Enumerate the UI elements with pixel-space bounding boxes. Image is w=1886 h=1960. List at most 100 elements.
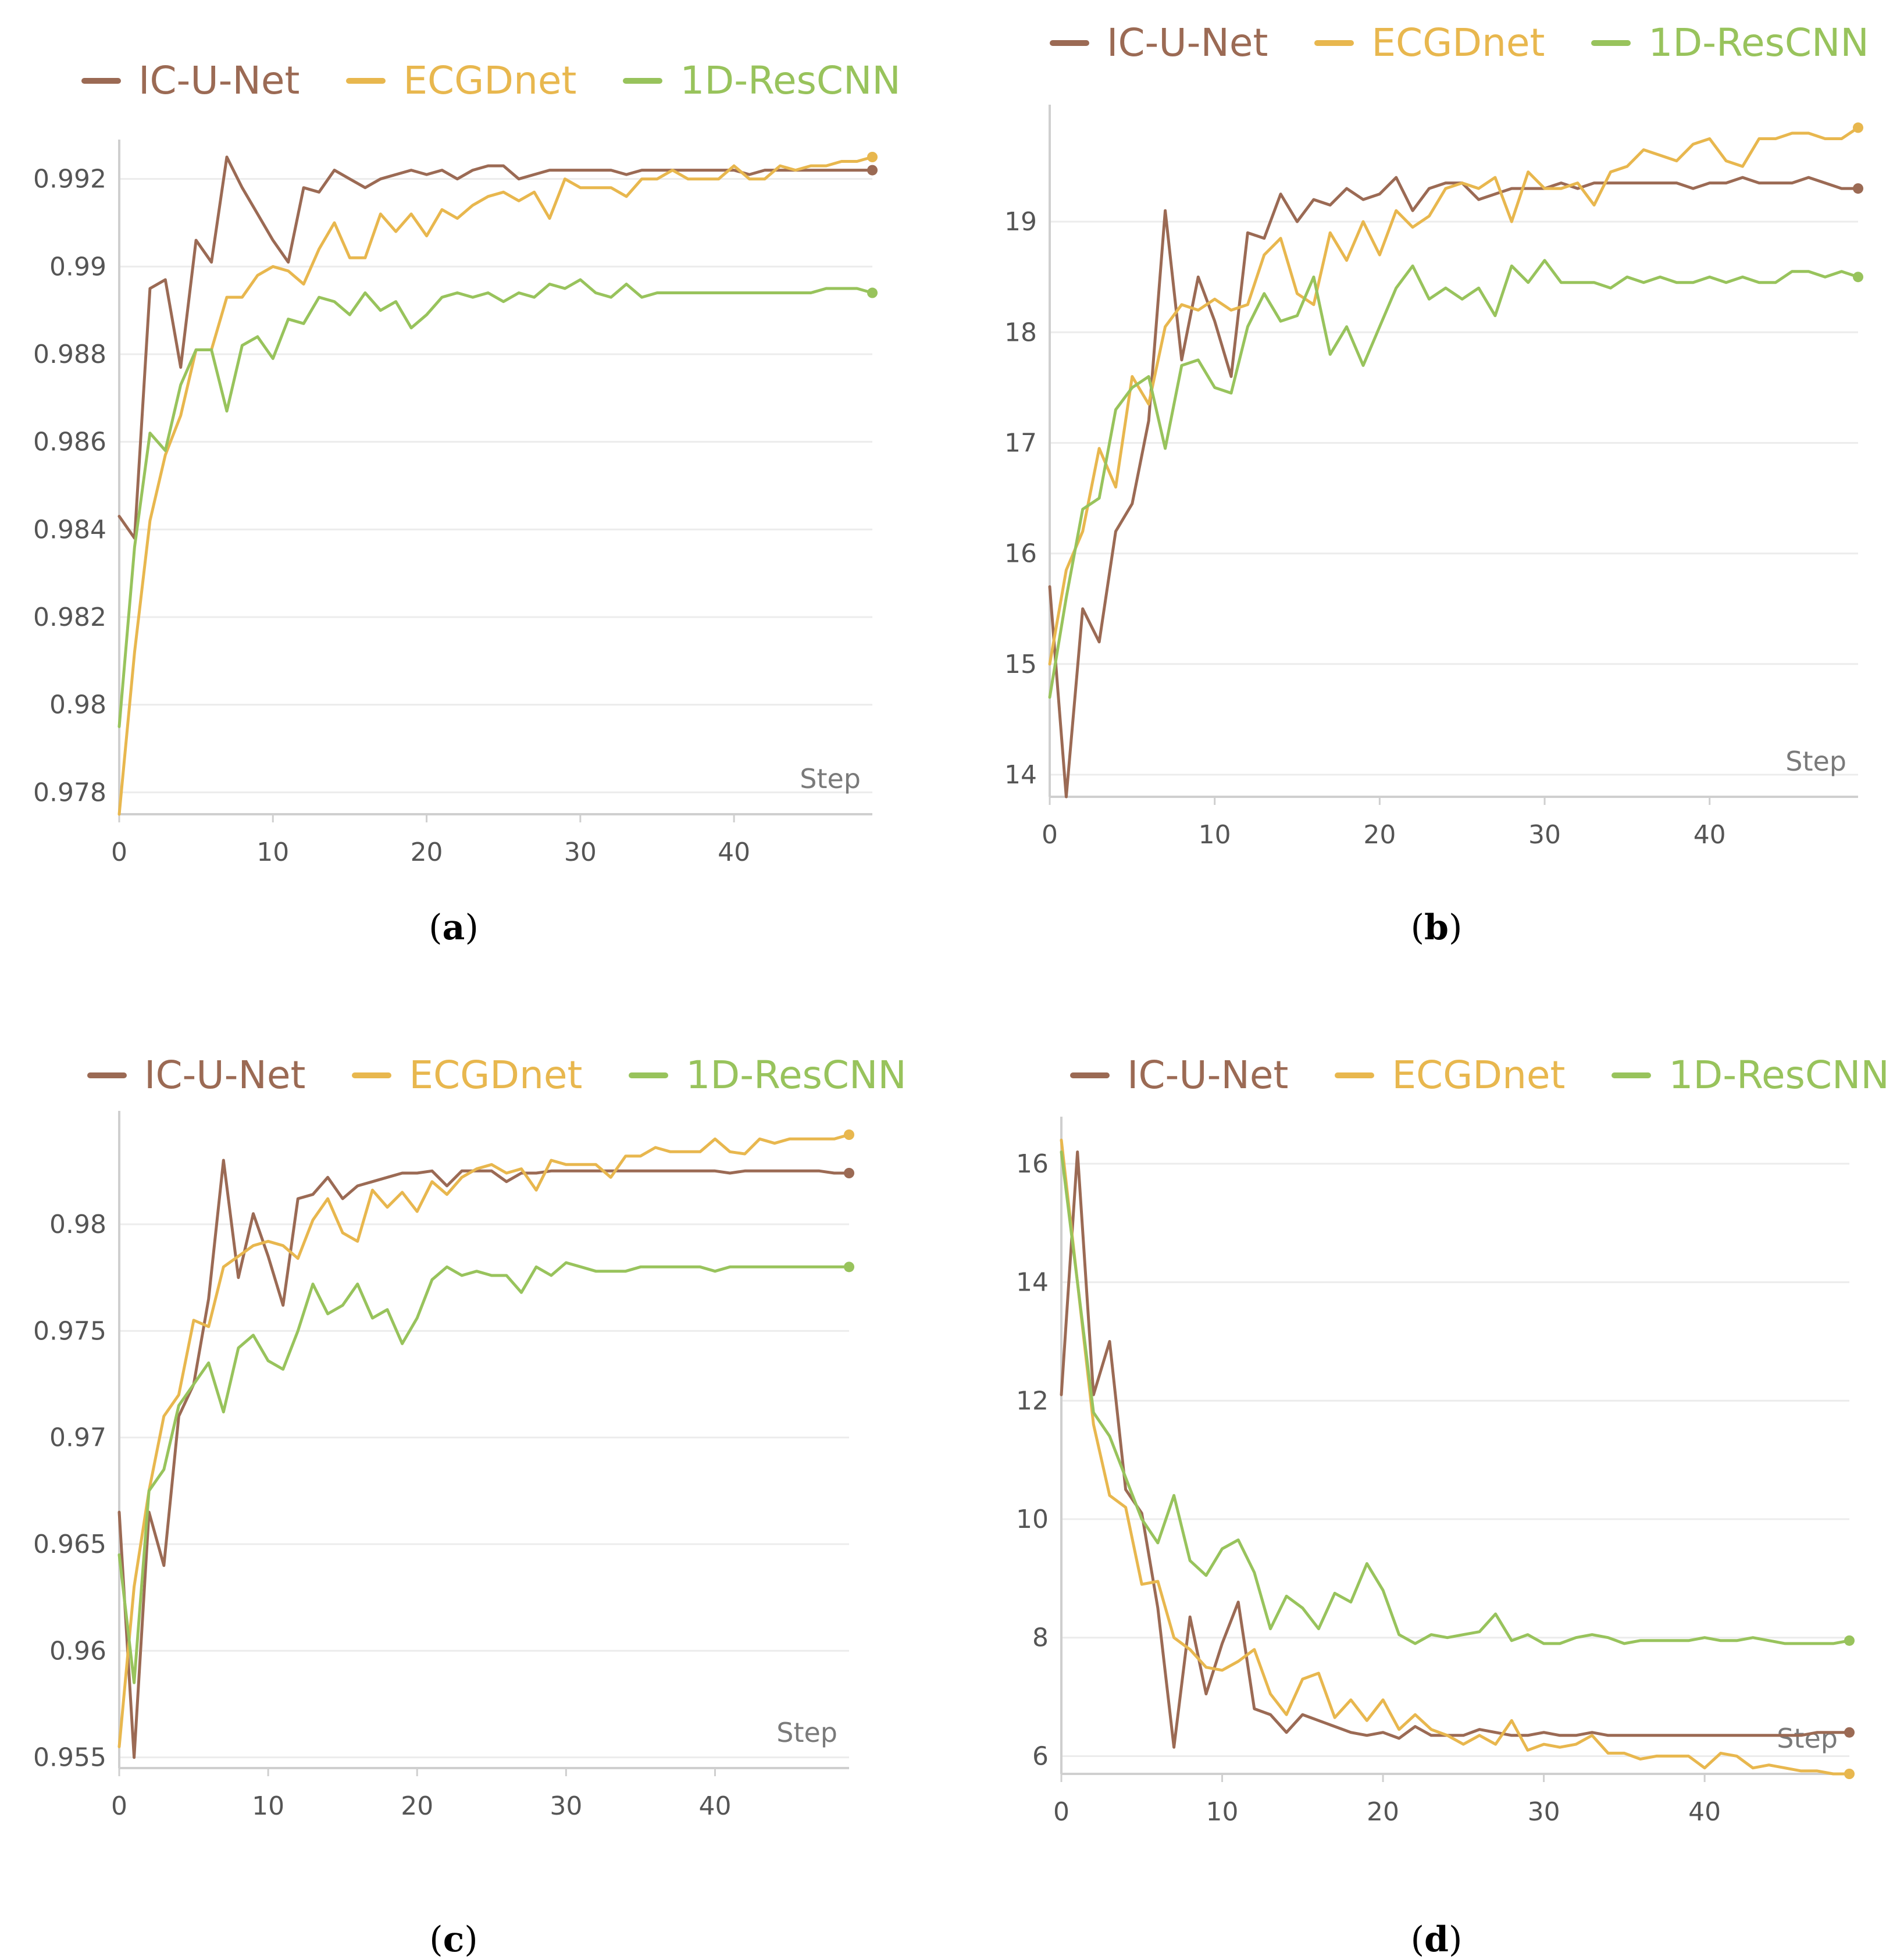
y-tick-label: 0.99 [49, 252, 106, 281]
x-axis-label: Step [1777, 1723, 1838, 1754]
legend-swatch [629, 1072, 669, 1078]
legend-swatch [1070, 1072, 1110, 1078]
y-tick-label: 0.96 [49, 1636, 106, 1666]
chart-svg: 6 8 10 12 14 16 0 10 20 30 40 Step [1016, 1117, 1855, 1827]
legend-item-ecgdnet: ECGDnet [352, 1053, 582, 1097]
y-tick-label: 16 [1004, 539, 1037, 569]
series-line-ecgdnet [1048, 126, 1860, 666]
y-tick-label: 0.988 [33, 340, 106, 369]
x-axis-label: Step [776, 1717, 837, 1748]
series-end-marker-1d-rescnn [867, 287, 878, 298]
y-tick-label: 14 [1016, 1268, 1049, 1298]
series-end-marker-ecgdnet [844, 1129, 854, 1140]
legend-swatch [81, 77, 121, 84]
chart-svg: 14 15 16 17 18 19 0 10 20 30 40 Step [1004, 105, 1863, 850]
legend-label: IC-U-Net [1127, 1053, 1289, 1097]
legend-label: ECGDnet [1392, 1053, 1566, 1097]
x-tick-label: 20 [1367, 1797, 1399, 1827]
legend-label: 1D-ResCNN [1668, 1053, 1886, 1097]
panel-caption: (a) [429, 907, 479, 948]
x-tick-label: 0 [1053, 1797, 1069, 1827]
legend-swatch [1612, 1072, 1652, 1078]
legend-label: IC-U-Net [144, 1053, 306, 1097]
y-tick-label: 16 [1016, 1149, 1049, 1179]
y-tick-label: 0.98 [49, 1210, 106, 1239]
legend-label: 1D-ResCNN [1648, 20, 1869, 65]
series-end-marker-ecgdnet [1853, 122, 1863, 133]
legend-item-ecgdnet: ECGDnet [1314, 20, 1545, 65]
y-tick-label: 14 [1004, 760, 1037, 790]
series-line-ic-u-net [117, 155, 874, 540]
y-tick-label: 0.955 [33, 1743, 106, 1773]
series-line-ic-u-net [117, 1159, 851, 1759]
y-tick-label: 8 [1032, 1623, 1049, 1653]
x-tick-label: 20 [1363, 820, 1396, 850]
series-line-ecgdnet [117, 1133, 851, 1748]
series-line-ecgdnet [117, 155, 874, 816]
legend-swatch [1591, 40, 1631, 46]
y-tick-label: 10 [1016, 1505, 1049, 1534]
legend: IC-U-Net ECGDnet 1D-ResCNN [1070, 1053, 1886, 1097]
y-tick-label: 15 [1004, 650, 1037, 679]
series-end-marker-ic-u-net [844, 1168, 854, 1178]
x-tick-label: 0 [111, 838, 127, 867]
chart-panel-b: IC-U-Net ECGDnet 1D-ResCNN 14 15 16 17 18 19 0 10 2… [930, 0, 1886, 965]
x-tick-label: 10 [1206, 1797, 1239, 1827]
x-tick-label: 30 [550, 1791, 582, 1821]
y-tick-label: 6 [1032, 1741, 1049, 1771]
x-tick-label: 40 [698, 1791, 731, 1821]
series-line-ic-u-net [1048, 176, 1860, 799]
x-tick-label: 40 [1694, 820, 1726, 850]
legend-item-ic-u-net: IC-U-Net [1070, 1053, 1288, 1097]
panel-caption: (b) [1410, 907, 1463, 948]
y-tick-label: 0.97 [49, 1423, 106, 1453]
legend-item-1d-rescnn: 1D-ResCNN [1591, 20, 1869, 65]
legend-item-1d-rescnn: 1D-ResCNN [629, 1053, 907, 1097]
chart-panel-a: IC-U-Net ECGDnet 1D-ResCNN 0.978 0.98 0.982 0.… [0, 0, 907, 965]
y-tick-label: 0.984 [33, 515, 106, 544]
series-end-marker-ic-u-net [1844, 1727, 1855, 1738]
legend-swatch [352, 1072, 392, 1078]
series-end-marker-1d-rescnn [1853, 272, 1863, 283]
series-line-1d-rescnn [1048, 259, 1860, 699]
legend-label: ECGDnet [409, 1053, 583, 1097]
series-line-1d-rescnn [117, 278, 874, 728]
x-axis-label: Step [1785, 746, 1846, 777]
chart-panel-c: IC-U-Net ECGDnet 1D-ResCNN 0.955 0.96 0.965 0.… [0, 1000, 907, 1960]
chart-panel-d: IC-U-Net ECGDnet 1D-ResCNN 6 8 10 12 14 16 0 10 20 3… [930, 1000, 1886, 1960]
x-tick-label: 40 [718, 838, 750, 867]
legend-swatch [1050, 40, 1089, 46]
panel-caption-letter: d [1424, 1919, 1449, 1960]
x-tick-label: 30 [1528, 1797, 1560, 1827]
series-line-1d-rescnn [117, 1261, 851, 1684]
y-tick-label: 0.98 [49, 690, 106, 720]
legend-label: ECGDnet [1371, 20, 1545, 65]
y-tick-label: 0.975 [33, 1316, 106, 1346]
y-tick-label: 17 [1004, 428, 1037, 458]
legend-label: IC-U-Net [138, 58, 300, 103]
panel-caption: (d) [1410, 1919, 1463, 1960]
legend-swatch [87, 1072, 127, 1078]
y-tick-label: 0.986 [33, 427, 106, 457]
x-tick-label: 20 [411, 838, 443, 867]
chart-svg: 0.978 0.98 0.982 0.984 0.986 0.988 0.99 0.992 0 1… [33, 140, 878, 867]
series-end-marker-ecgdnet [867, 152, 878, 162]
series-line-ecgdnet [1060, 1138, 1851, 1776]
legend: IC-U-Net ECGDnet 1D-ResCNN [87, 1053, 953, 1097]
panel-caption-letter: a [442, 907, 465, 948]
x-tick-label: 0 [111, 1791, 127, 1821]
x-tick-label: 20 [401, 1791, 433, 1821]
legend-label: ECGDnet [403, 58, 577, 103]
chart-svg: 0.955 0.96 0.965 0.97 0.975 0.98 0 10 20 30 40 Step [33, 1111, 854, 1821]
panel-caption: (c) [429, 1919, 478, 1960]
x-tick-label: 10 [1199, 820, 1231, 850]
x-tick-label: 10 [256, 838, 289, 867]
legend-label: IC-U-Net [1107, 20, 1268, 65]
series-end-marker-1d-rescnn [1844, 1635, 1855, 1646]
y-tick-label: 12 [1016, 1386, 1049, 1416]
x-tick-label: 30 [564, 838, 597, 867]
x-tick-label: 0 [1042, 820, 1058, 850]
legend-item-ic-u-net: IC-U-Net [87, 1053, 305, 1097]
y-tick-label: 18 [1004, 318, 1037, 347]
legend-swatch [346, 77, 386, 84]
